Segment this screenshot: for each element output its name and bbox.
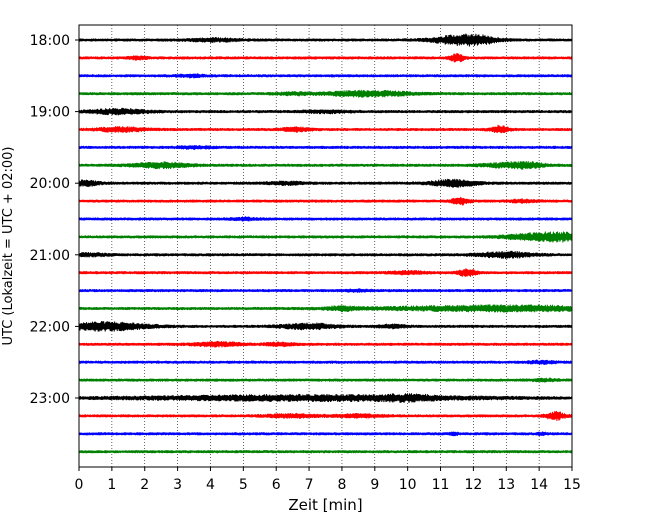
y-tick-label: 22:00 [30,319,70,335]
trace-1845 [78,89,573,98]
trace-2100 [78,250,573,260]
y-axis-ticks: 18:00 19:00 20:00 21:00 22:00 23:00 [30,33,79,407]
x-tick-label: 10 [399,477,417,493]
x-tick-label: 12 [464,477,482,493]
trace-2000 [78,178,573,188]
x-tick-label: 8 [337,477,346,493]
trace-2230 [78,359,573,365]
x-tick-label: 7 [305,477,314,493]
trace-2330 [78,431,573,437]
x-tick-label: 1 [107,477,116,493]
y-tick-label: 20:00 [30,176,70,192]
x-tick-label: 15 [563,477,581,493]
trace-1930 [78,144,573,150]
y-tick-label: 23:00 [30,391,70,407]
x-tick-label: 2 [140,477,149,493]
trace-2115 [78,268,573,277]
y-tick-label: 18:00 [30,33,70,49]
y-tick-label: 19:00 [30,105,70,121]
trace-1800 [78,33,573,47]
x-tick-label: 11 [432,477,450,493]
x-tick-label: 14 [530,477,548,493]
trace-1945 [78,160,573,170]
x-tick-label: 0 [75,477,84,493]
x-tick-label: 6 [272,477,281,493]
trace-1815 [78,53,573,63]
trace-2345 [78,450,573,454]
trace-2200 [78,320,573,332]
y-axis-title: UTC (Lokalzeit = UTC + 02:00) [1,147,16,346]
x-axis-ticks: 0 1 2 3 4 5 6 7 8 9 10 11 12 13 14 15 [75,467,581,493]
y-tick-label: 21:00 [30,248,70,264]
x-tick-label: 4 [206,477,215,493]
trace-2145 [78,304,573,313]
trace-2315 [78,410,573,421]
trace-2015 [78,196,573,206]
trace-2030 [78,216,573,222]
trace-2300 [78,393,573,404]
trace-2130 [78,288,573,293]
x-tick-label: 13 [497,477,515,493]
trace-1915 [78,124,573,134]
trace-1830 [78,73,573,79]
seismogram-traces [78,33,573,454]
x-axis-title: Zeit [min] [288,496,362,514]
trace-2245 [78,377,573,383]
x-tick-label: 5 [239,477,248,493]
plot-frame [78,24,573,468]
x-tick-label: 3 [173,477,182,493]
trace-1900 [78,107,573,116]
x-tick-label: 9 [370,477,379,493]
trace-2215 [78,340,573,348]
trace-2045 [78,231,573,243]
